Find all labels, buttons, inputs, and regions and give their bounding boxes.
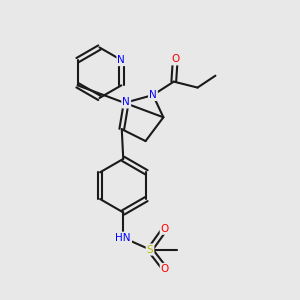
Text: O: O bbox=[171, 54, 179, 64]
Text: S: S bbox=[147, 244, 153, 255]
Text: N: N bbox=[122, 98, 130, 107]
Text: O: O bbox=[161, 224, 169, 234]
Text: N: N bbox=[149, 90, 157, 100]
Text: HN: HN bbox=[116, 233, 131, 243]
Text: O: O bbox=[161, 264, 169, 274]
Text: N: N bbox=[118, 55, 125, 65]
